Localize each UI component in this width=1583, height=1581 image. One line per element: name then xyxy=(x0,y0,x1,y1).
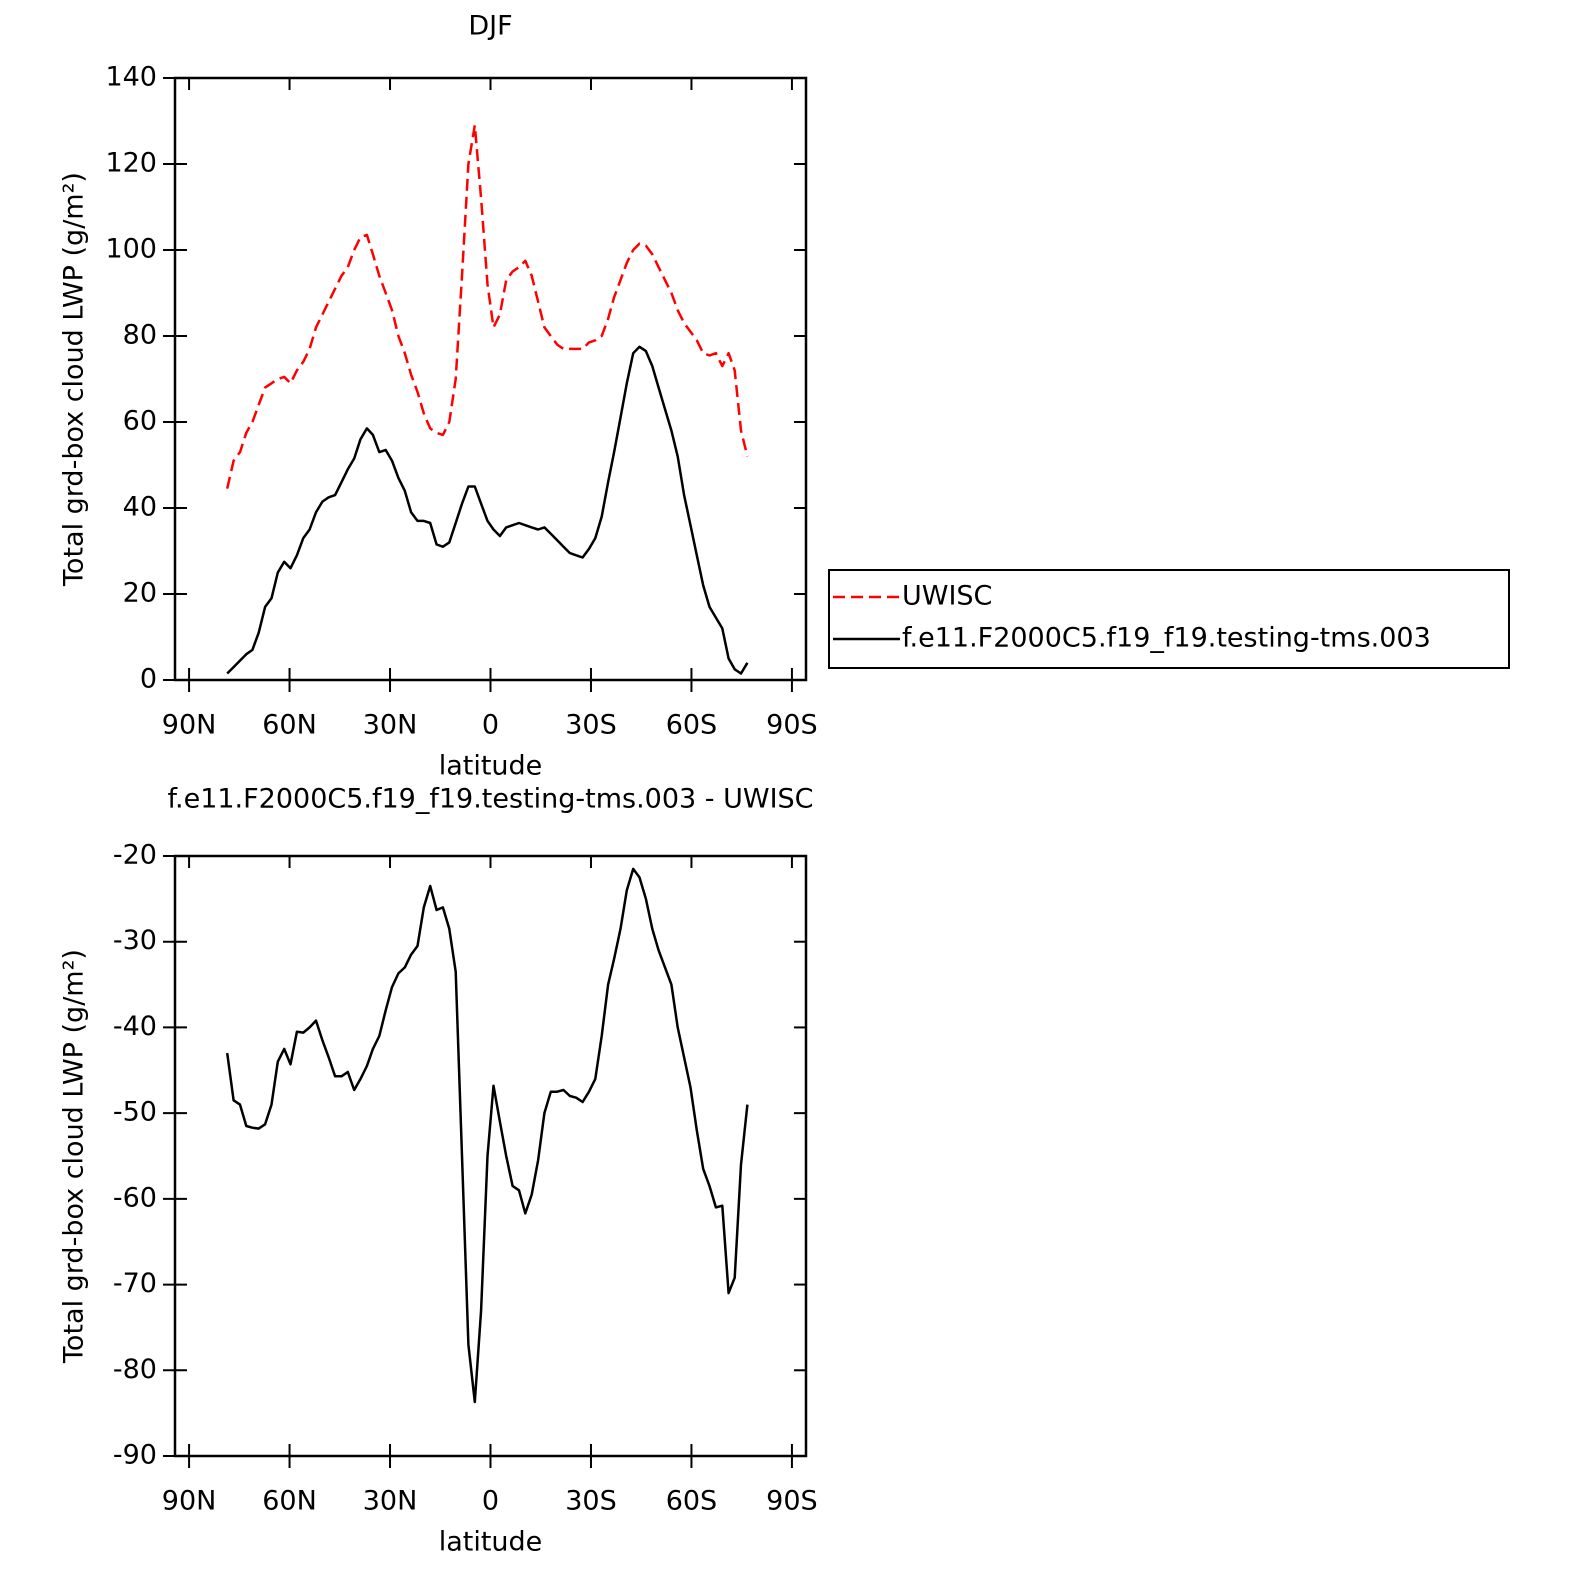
chart-title: f.e11.F2000C5.f19_f19.testing-tms.003 - … xyxy=(167,784,813,815)
legend-box xyxy=(828,569,1510,669)
legend-label: f.e11.F2000C5.f19_f19.testing-tms.003 xyxy=(902,623,1431,654)
x-tick-label: 0 xyxy=(482,1486,499,1517)
plot-frame xyxy=(173,76,808,682)
x-tick-label: 30S xyxy=(565,710,617,741)
y-tick-label: 40 xyxy=(123,492,157,523)
y-tick-label: -40 xyxy=(113,1011,157,1042)
y-tick-label: 140 xyxy=(105,62,157,93)
x-tick-label: 0 xyxy=(482,710,499,741)
y-axis-label: Total grd-box cloud LWP (g/m²) xyxy=(59,172,90,587)
legend-label: UWISC xyxy=(902,581,992,612)
data-line xyxy=(225,124,749,489)
y-tick-label: -60 xyxy=(113,1182,157,1213)
y-tick-label: 120 xyxy=(105,148,157,179)
chart-title: DJF xyxy=(468,11,512,42)
y-tick-label: -20 xyxy=(113,840,157,871)
x-tick-label: 90N xyxy=(162,710,217,741)
y-tick-label: 0 xyxy=(140,664,157,695)
y-axis-label: Total grd-box cloud LWP (g/m²) xyxy=(59,949,90,1364)
y-tick-label: 20 xyxy=(123,578,157,609)
x-tick-label: 60N xyxy=(262,1486,317,1517)
y-tick-label: -90 xyxy=(113,1440,157,1471)
data-line xyxy=(225,867,749,1404)
x-tick-label: 60S xyxy=(666,710,718,741)
x-axis-label: latitude xyxy=(439,751,543,782)
x-tick-label: 90S xyxy=(766,1486,818,1517)
x-tick-label: 30S xyxy=(565,1486,617,1517)
x-axis-label: latitude xyxy=(439,1527,543,1558)
plot-frame xyxy=(173,854,808,1458)
x-tick-label: 60N xyxy=(262,710,317,741)
y-tick-label: -30 xyxy=(113,925,157,956)
data-line xyxy=(226,345,749,675)
x-tick-label: 90N xyxy=(162,1486,217,1517)
y-tick-label: 60 xyxy=(123,406,157,437)
y-tick-label: -80 xyxy=(113,1354,157,1385)
y-tick-label: -50 xyxy=(113,1097,157,1128)
y-tick-label: 80 xyxy=(123,320,157,351)
x-tick-label: 30N xyxy=(363,1486,418,1517)
x-tick-label: 30N xyxy=(363,710,418,741)
x-tick-label: 90S xyxy=(766,710,818,741)
x-tick-label: 60S xyxy=(666,1486,718,1517)
y-tick-label: -70 xyxy=(113,1268,157,1299)
y-tick-label: 100 xyxy=(105,234,157,265)
